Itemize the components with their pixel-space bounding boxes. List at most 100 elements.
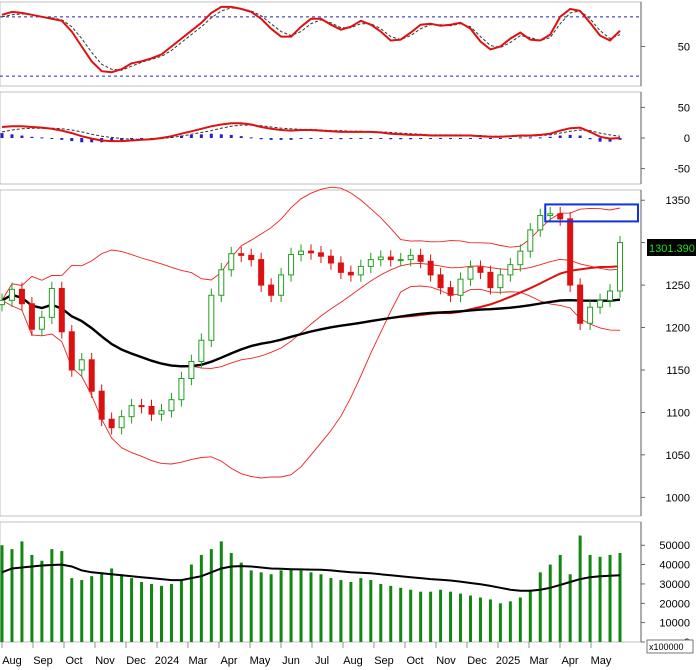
candle-body — [298, 250, 305, 256]
y-tick-label: 1100 — [666, 407, 690, 419]
macd-histogram-bar — [608, 138, 612, 142]
volume-bar — [618, 552, 622, 642]
macd-histogram-bar — [259, 138, 263, 140]
candle-body — [517, 250, 524, 266]
last-price-label: 1301.390 — [649, 243, 695, 255]
candle-body — [487, 271, 494, 289]
volume-bar — [229, 552, 233, 642]
volume-bar — [578, 535, 582, 642]
macd-histogram-bar — [389, 138, 393, 140]
volume-bar — [598, 556, 602, 642]
volume-bar — [419, 591, 423, 642]
macd-histogram-bar — [349, 138, 353, 139]
macd-histogram-bar — [558, 135, 562, 138]
volume-bar — [209, 549, 213, 642]
macd-histogram-bar — [70, 138, 74, 142]
volume-bar — [30, 554, 34, 642]
moving-average-long — [1, 293, 621, 368]
macd-main-line — [1, 122, 621, 143]
volume-bar — [40, 560, 44, 642]
volume-bar — [289, 568, 293, 642]
x-tick-label: May — [250, 655, 271, 667]
x-tick-label: Sep — [374, 655, 394, 667]
candle-body — [367, 259, 374, 267]
candle-body — [617, 242, 623, 292]
candle-body — [128, 405, 135, 418]
volume-bar — [439, 589, 443, 642]
y-tick-label: 0 — [684, 133, 690, 145]
volume-bar — [449, 591, 453, 642]
candle-body — [347, 271, 354, 276]
volume-bar — [309, 572, 313, 642]
candle-body — [98, 390, 105, 420]
volume-bar — [319, 574, 323, 642]
volume-bar — [518, 597, 522, 642]
macd-histogram-bar — [299, 138, 303, 139]
y-tick-label: 1200 — [666, 323, 690, 335]
volume-bar — [199, 554, 203, 642]
x-tick-label: Apr — [561, 655, 578, 667]
macd-histogram-bar — [0, 133, 4, 138]
macd-histogram-bar — [339, 138, 343, 140]
volume-bar — [508, 601, 512, 642]
macd-histogram-bar — [528, 137, 532, 139]
volume-bar — [429, 591, 433, 642]
macd-histogram-bar — [548, 136, 552, 138]
stochastic-main-line — [1, 5, 621, 74]
macd-histogram-bar — [199, 134, 203, 138]
candle-body — [278, 274, 285, 296]
last-price-tag: 1301.390 — [647, 239, 696, 256]
volume-bar — [110, 568, 114, 642]
volume-bar — [468, 595, 472, 642]
candle-body — [377, 256, 384, 261]
x-tick-label: Oct — [65, 655, 82, 667]
volume-bar — [169, 583, 173, 642]
candle-body — [577, 284, 584, 324]
macd-histogram-bar — [40, 137, 44, 139]
candle-body — [158, 410, 165, 415]
x-tick-label: Aug — [2, 655, 22, 667]
macd-histogram-bar — [309, 138, 313, 139]
volume-bar — [10, 549, 14, 642]
x-tick-label: Aug — [343, 655, 363, 667]
volume-bar — [279, 570, 283, 642]
volume-bar — [389, 585, 393, 642]
candle-body — [427, 260, 434, 276]
candle-body — [148, 405, 155, 415]
volume-bar — [90, 576, 94, 642]
x-tick-label: Mar — [189, 655, 208, 667]
candle-body — [238, 253, 245, 256]
candle-body — [467, 266, 474, 280]
candle-body — [327, 255, 334, 264]
y-tick-label: 1000 — [666, 492, 690, 504]
x-tick-label: 2025 — [496, 655, 520, 667]
macd-histogram-bar — [50, 138, 54, 139]
bollinger-upper-band — [1, 186, 621, 301]
candle-body — [607, 290, 614, 301]
candle-body — [18, 288, 25, 305]
volume-bar — [339, 580, 343, 642]
macd-histogram-bar — [518, 137, 522, 139]
volume-bar — [329, 578, 333, 642]
volume-bar — [409, 589, 413, 642]
volume-bar — [80, 580, 84, 642]
macd-histogram-bar — [578, 135, 582, 138]
volume-bar — [0, 545, 4, 642]
volume-bar — [140, 582, 144, 642]
y-tick-label: -50 — [674, 164, 690, 176]
candle-body — [397, 259, 404, 262]
macd-histogram-bar — [90, 138, 94, 143]
volume-bar — [528, 589, 532, 642]
macd-histogram-bar — [289, 138, 293, 140]
macd-histogram-bar — [60, 138, 64, 140]
macd-histogram-bar — [439, 138, 443, 139]
candle-body — [108, 418, 115, 429]
volume-bar — [459, 593, 463, 642]
volume-bar — [150, 583, 154, 642]
volume-bar — [568, 574, 572, 642]
volume-bar — [369, 580, 373, 642]
candle-body — [68, 331, 75, 371]
candle-body — [557, 213, 564, 220]
macd-histogram-bar — [120, 138, 124, 141]
